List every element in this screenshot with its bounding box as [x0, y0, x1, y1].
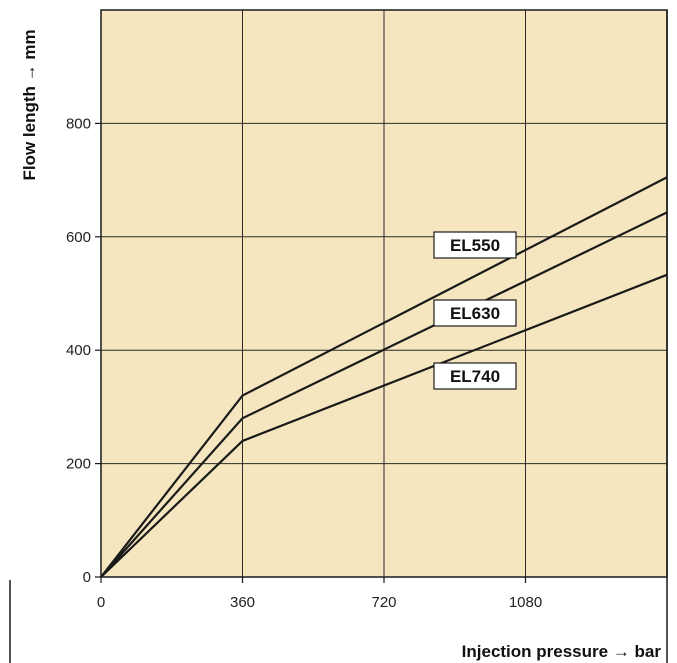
- x-tick-label: 720: [371, 594, 396, 611]
- series-label-box: [433, 299, 517, 327]
- x-tick-label: 360: [230, 594, 255, 611]
- series-labels: EL550 EL630 EL740: [433, 231, 517, 390]
- series-label-text: EL630: [450, 304, 500, 323]
- series-label-el740: EL740: [433, 362, 517, 390]
- series-line-el630: [100, 211, 668, 578]
- y-axis-label: Flow length → mm: [20, 29, 39, 180]
- series-label-box: [433, 231, 517, 259]
- series-label-text: EL550: [450, 236, 500, 255]
- series-line-el550: [100, 176, 668, 578]
- y-tick-label: 800: [66, 115, 91, 132]
- x-axis-label: Injection pressure → bar: [462, 642, 662, 661]
- series-line-el740: [100, 273, 668, 578]
- series-lines: [100, 176, 668, 578]
- y-tick-label: 200: [66, 456, 91, 473]
- axis-ticks: 0 200 400 600 800 0 360 720 1080: [66, 115, 542, 611]
- y-tick-label: 400: [66, 342, 91, 359]
- x-tick-label: 0: [97, 594, 105, 611]
- y-tick-label: 600: [66, 229, 91, 246]
- y-tick-label: 0: [83, 569, 91, 586]
- series-label-box: [433, 362, 517, 390]
- series-label-el550: EL550: [433, 231, 517, 259]
- series-label-el630: EL630: [433, 299, 517, 327]
- series-label-text: EL740: [450, 367, 500, 386]
- x-tick-label: 1080: [509, 594, 542, 611]
